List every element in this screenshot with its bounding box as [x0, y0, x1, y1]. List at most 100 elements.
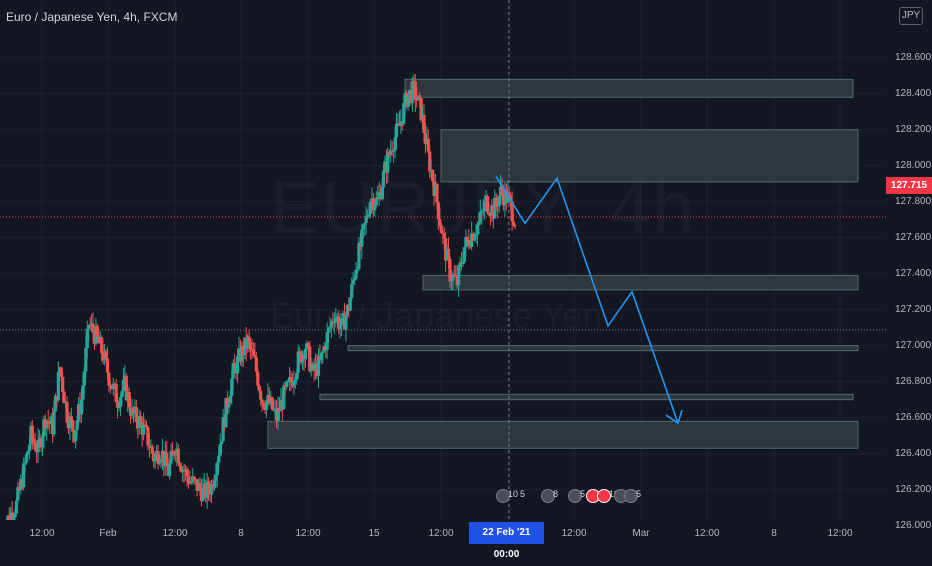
candle-body [75, 420, 79, 430]
candle-body [303, 348, 308, 360]
candle-body [511, 221, 516, 226]
time-tick-label: 12:00 [694, 528, 720, 539]
candle-body [62, 391, 66, 404]
candle-body [256, 371, 260, 386]
time-tick-label: 12:00 [827, 528, 853, 539]
event-count: 5 [580, 489, 586, 499]
candle-body [472, 236, 477, 241]
candle-body [173, 454, 178, 456]
candle-body [392, 150, 396, 152]
candle-body [483, 201, 487, 212]
candle-body [172, 451, 176, 456]
price-axis[interactable] [886, 0, 932, 520]
price-tick-label: 126.400 [895, 447, 932, 459]
economic-event-icon[interactable] [496, 489, 510, 503]
candle-body [316, 356, 321, 376]
candle-body [108, 385, 112, 388]
candle-body [13, 513, 17, 518]
candle-body [32, 438, 36, 443]
candle-body [426, 138, 430, 152]
candle-body [56, 372, 60, 401]
candle-body [286, 380, 290, 382]
candle-body [150, 446, 154, 454]
candle-body [144, 424, 149, 428]
candle-body [100, 337, 104, 354]
candle-body [69, 416, 73, 421]
candle-body [467, 239, 471, 247]
candle-body [186, 476, 191, 484]
candle-body [363, 223, 367, 226]
candle-body [192, 476, 196, 480]
candle-body [257, 385, 261, 391]
candle-body [254, 357, 258, 372]
candle-body [292, 380, 296, 387]
candle-body [137, 416, 141, 428]
candle-body [513, 225, 517, 227]
candle-body [481, 211, 485, 213]
candle-body [191, 476, 195, 482]
candle-body [261, 403, 266, 408]
currency-badge[interactable]: JPY [899, 7, 923, 25]
candle-body [156, 450, 160, 464]
candle-body [485, 195, 490, 213]
candle-body [487, 212, 491, 215]
candle-body [139, 416, 143, 422]
candle-body [331, 321, 335, 323]
candle-body [30, 425, 34, 439]
price-tick-label: 127.000 [895, 339, 932, 351]
candle-body [474, 234, 478, 237]
candle-body [247, 336, 251, 343]
candle-body [68, 416, 72, 429]
time-tick-label: 15 [368, 528, 380, 539]
candle-body [475, 225, 480, 235]
candle-body [295, 372, 299, 380]
candle-body [439, 225, 443, 234]
candle-body [10, 512, 14, 520]
candle-body [88, 325, 92, 327]
candle-body [24, 453, 29, 463]
cursor-date-label: 22 Feb '21 00:00 [469, 522, 544, 560]
candle-body [371, 198, 375, 211]
event-count: 10 [508, 489, 519, 499]
candle-body [477, 221, 481, 226]
price-chart[interactable] [0, 0, 886, 520]
candle-body [373, 205, 377, 211]
candle-body [215, 462, 219, 476]
candle-body [259, 390, 263, 400]
candle-body [84, 348, 88, 372]
candle-body [246, 336, 250, 349]
time-axis[interactable] [0, 520, 886, 550]
candle-body [121, 379, 125, 392]
candle-body [360, 229, 364, 247]
symbol-name-watermark: Euro / Japanese Yen [270, 295, 603, 336]
candle-body [105, 358, 110, 373]
candle-body [53, 395, 58, 412]
price-tick-label: 126.000 [895, 519, 932, 531]
price-zone [440, 129, 859, 183]
candle-body [11, 517, 16, 520]
candle-body [410, 81, 414, 103]
candle-body [264, 401, 269, 410]
candle-body [494, 197, 498, 204]
candle-body [423, 132, 428, 144]
candle-body [22, 463, 26, 488]
candle-body [325, 332, 329, 350]
economic-event-icon[interactable] [624, 489, 638, 503]
time-tick-label: 8 [238, 528, 244, 539]
candle-body [169, 451, 173, 464]
candle-body [71, 420, 75, 432]
candle-body [368, 201, 373, 214]
economic-event-icon[interactable] [597, 489, 611, 503]
candle-body [493, 197, 497, 219]
candle-body [374, 197, 378, 206]
price-tick-label: 127.600 [895, 231, 932, 243]
event-count: 5 [636, 489, 642, 499]
candle-body [27, 444, 32, 452]
economic-event-icon[interactable] [541, 489, 555, 503]
candle-body [159, 458, 163, 463]
price-tick-label: 128.200 [895, 123, 932, 135]
candle-body [402, 102, 406, 124]
projection-path [495, 176, 683, 425]
candle-body [168, 463, 172, 476]
economic-event-icon[interactable] [568, 489, 582, 503]
